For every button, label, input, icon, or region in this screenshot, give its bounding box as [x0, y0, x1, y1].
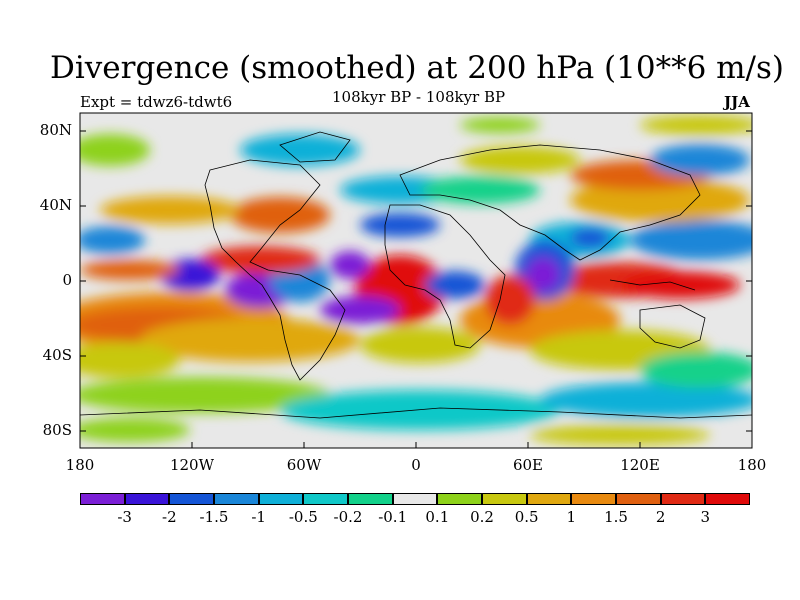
colorbar-label: 0.5: [514, 508, 539, 526]
colorbar-swatch: [616, 493, 661, 505]
coastlines: [80, 131, 752, 419]
lat-tick-label: 80S: [42, 421, 72, 439]
colorbar-label: 0.2: [470, 508, 494, 526]
lat-tick-label: 0: [62, 271, 72, 289]
colorbar-swatch: [258, 493, 304, 505]
colorbar-swatch: [526, 493, 572, 505]
colorbar-swatch: [124, 493, 170, 505]
colorbar-swatch: [705, 493, 750, 505]
colorbar-label: 1: [566, 508, 577, 526]
colorbar-label: 1.5: [604, 508, 628, 526]
colorbar-label: -0.1: [378, 508, 408, 526]
colorbar-swatch: [80, 493, 125, 505]
colorbar-label: 2: [655, 508, 666, 526]
lon-tick-label: 0: [411, 456, 421, 474]
contour-field: [80, 113, 752, 448]
chart-title: Divergence (smoothed) at 200 hPa (10**6 …: [50, 50, 784, 86]
colorbar-label: -1: [251, 508, 266, 526]
lat-tick-label: 80N: [39, 121, 72, 139]
colorbar-swatch: [214, 493, 259, 505]
colorbar-swatch: [169, 493, 214, 505]
colorbar-label: 0.1: [425, 508, 450, 526]
colorbar-swatch: [392, 493, 438, 505]
lon-tick-label: 60W: [286, 456, 322, 474]
colorbar-label: -2: [162, 508, 177, 526]
colorbar-swatch: [303, 493, 348, 505]
axis-ticks: [79, 130, 753, 448]
colorbar-label: -1.5: [199, 508, 229, 526]
colorbar-label: -0.2: [333, 508, 363, 526]
colorbar-swatch: [660, 493, 706, 505]
lon-tick-label: 180: [65, 456, 95, 474]
colorbar-label: -3: [117, 508, 132, 526]
colorbar-swatch: [437, 493, 482, 505]
colorbar-swatch: [482, 493, 527, 505]
experiment-label: Expt = tdwz6-tdwt6: [80, 93, 233, 111]
lon-tick-label: 60E: [512, 456, 544, 474]
lon-tick-label: 120W: [169, 456, 215, 474]
colorbar-swatch: [348, 493, 393, 505]
season-label: JJA: [724, 93, 750, 111]
lat-tick-label: 40N: [39, 196, 72, 214]
lon-tick-label: 120E: [620, 456, 660, 474]
chart-subtitle: 108kyr BP - 108kyr BP: [332, 88, 506, 106]
lon-tick-label: 180: [737, 456, 767, 474]
lat-tick-label: 40S: [42, 346, 72, 364]
colorbar-swatch: [571, 493, 616, 505]
colorbar-label: -0.5: [288, 508, 318, 526]
colorbar-label: 3: [700, 508, 711, 526]
filled-contours: [80, 115, 752, 445]
